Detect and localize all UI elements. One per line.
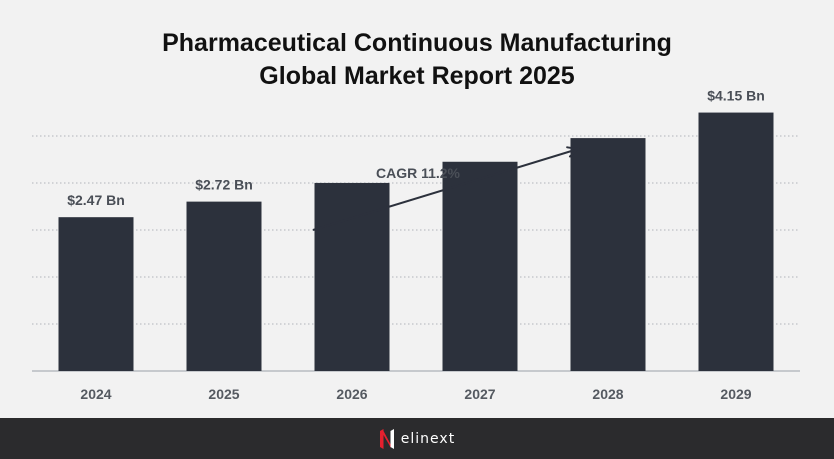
x-tick-label: 2024 xyxy=(80,386,111,402)
elinext-logo-icon xyxy=(379,428,394,449)
footer-bar: elinext xyxy=(0,418,834,459)
bar-2028 xyxy=(570,138,646,371)
chart-title: Pharmaceutical Continuous Manufacturing … xyxy=(0,27,834,93)
chart-title-line-2: Global Market Report 2025 xyxy=(259,62,575,90)
bar-2027 xyxy=(442,161,518,371)
bar-2029 xyxy=(698,112,774,372)
x-tick-label: 2025 xyxy=(208,386,239,402)
x-tick-label: 2029 xyxy=(720,386,751,402)
logo-text: elinext xyxy=(400,430,456,447)
cagr-annotation: CAGR 11.2% xyxy=(376,165,461,181)
brand-logo[interactable]: elinext xyxy=(379,428,455,450)
cagr-arrow-head xyxy=(566,146,581,158)
bar-2024 xyxy=(58,217,134,371)
x-tick-label: 2028 xyxy=(592,386,623,402)
x-tick-label: 2026 xyxy=(336,386,367,402)
bar-2026 xyxy=(314,182,390,371)
cagr-arrow-line xyxy=(312,148,579,231)
data-label: $2.47 Bn xyxy=(67,192,125,208)
bar-2025 xyxy=(186,201,262,371)
data-label: $4.15 Bn xyxy=(707,88,765,104)
chart-title-line-1: Pharmaceutical Continuous Manufacturing xyxy=(162,29,672,57)
bar-chart: 2024 $2.47 Bn 2025 $2.72 Bn 2026 2027 2028 2029… xyxy=(32,88,800,402)
x-tick-label: 2027 xyxy=(464,386,495,402)
data-label: $2.72 Bn xyxy=(195,177,253,193)
